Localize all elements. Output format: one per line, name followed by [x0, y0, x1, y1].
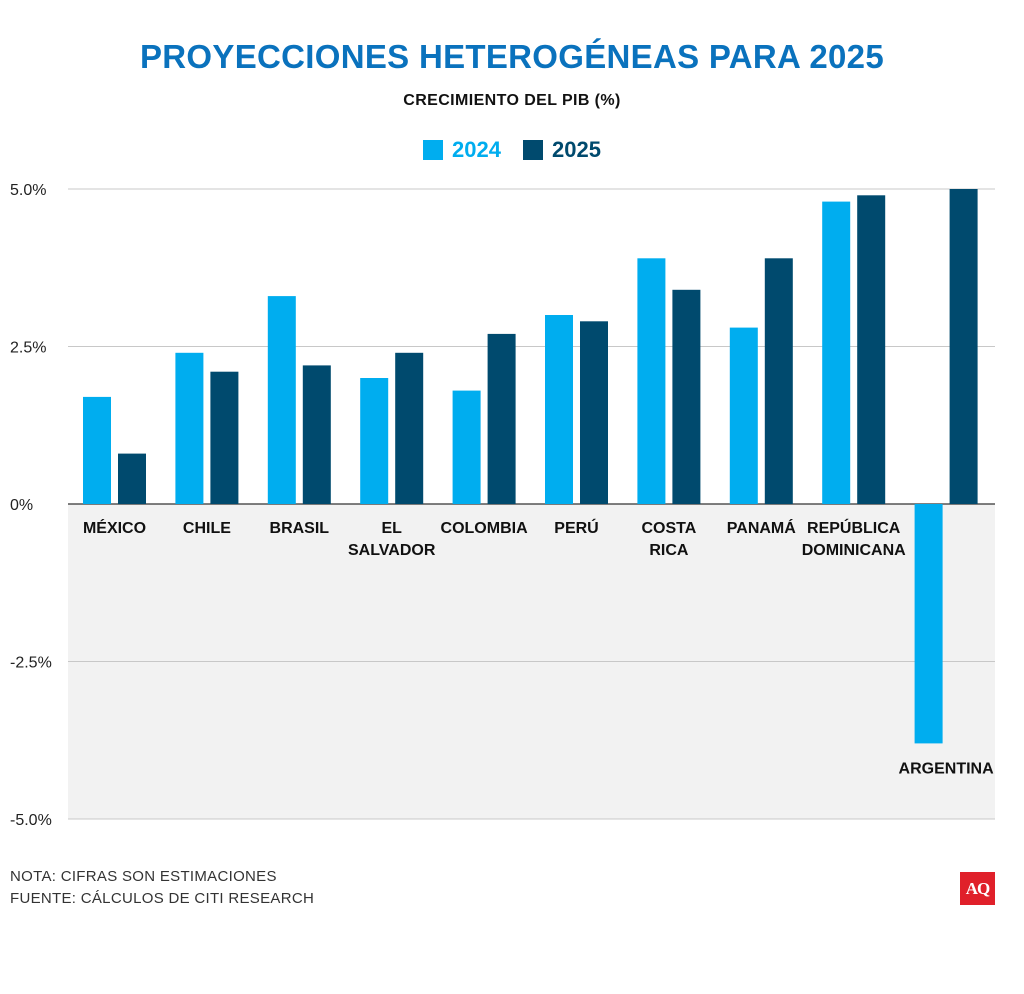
category-label: CHILE — [183, 520, 231, 537]
category-label: BRASIL — [270, 520, 330, 537]
chart-title: PROYECCIONES HETEROGÉNEAS PARA 2025 — [139, 38, 884, 75]
category-label-line: REPÚBLICA — [807, 518, 901, 537]
category-label-line: COSTA — [641, 520, 696, 537]
bar-2025 — [118, 453, 146, 504]
bar-2024 — [545, 315, 573, 504]
bar-2024 — [175, 352, 204, 504]
category-label-line: PERÚ — [554, 518, 598, 537]
bar-2025 — [395, 352, 424, 504]
bar-2025 — [580, 321, 608, 504]
legend-swatch-2025 — [523, 140, 543, 160]
category-label-line: RICA — [649, 542, 689, 559]
category-label: ARGENTINA — [899, 760, 995, 777]
legend-item-2025: 2025 — [523, 137, 601, 163]
category-label-line: EL — [381, 520, 402, 537]
bar-2024 — [637, 258, 666, 504]
bar-2024 — [267, 296, 296, 504]
category-label-line: BRASIL — [270, 520, 330, 537]
y-tick-label: 5.0% — [10, 182, 46, 199]
bar-2024 — [452, 390, 481, 504]
category-label: MÉXICO — [83, 518, 146, 537]
category-label: PERÚ — [554, 518, 598, 537]
y-tick-label: -2.5% — [10, 655, 52, 672]
category-label-line: CHILE — [183, 520, 231, 537]
bar-2024 — [914, 504, 943, 744]
legend-swatch-2024 — [423, 140, 444, 160]
bar-2024 — [360, 378, 389, 504]
bar-2024 — [822, 201, 851, 504]
category-label: REPÚBLICA DOMINICANA — [802, 518, 906, 559]
category-label: PANAMÁ — [727, 518, 796, 537]
bar-2025 — [857, 195, 886, 505]
aq-logo: AQ — [960, 872, 995, 905]
bar-2024 — [83, 396, 111, 504]
source-line: FUENTE: CÁLCULOS DE CITI RESEARCH — [10, 890, 315, 907]
category-label-line: COLOMBIA — [441, 520, 529, 537]
category-label-line: DOMINICANA — [802, 542, 906, 559]
bar-2025 — [487, 333, 516, 504]
y-tick-label: 2.5% — [10, 340, 46, 357]
y-tick-label: 0% — [10, 497, 33, 514]
bar-2025 — [764, 258, 793, 504]
footnote: NOTA: CIFRAS SON ESTIMACIONES FUENTE: CÁ… — [10, 866, 314, 910]
bar-2025 — [210, 371, 239, 504]
y-tick-label: -5.0% — [10, 812, 52, 829]
category-label-line: ARGENTINA — [899, 760, 995, 777]
note-line: NOTA: CIFRAS SON ESTIMACIONES — [10, 868, 277, 885]
category-label: COLOMBIA — [441, 520, 529, 537]
legend-label-2025: 2025 — [552, 137, 601, 162]
legend-item-2024: 2024 — [423, 137, 501, 163]
category-label-line: PANAMÁ — [727, 518, 796, 537]
category-label: COSTA RICA — [641, 520, 696, 559]
bar-2024 — [729, 327, 758, 504]
category-label-line: MÉXICO — [83, 518, 146, 537]
legend: 2024 2025 — [0, 137, 1024, 163]
bar-2025 — [672, 289, 701, 504]
chart-subtitle: CRECIMIENTO DEL PIB (%) — [403, 92, 621, 109]
bar-2025 — [302, 365, 331, 504]
category-label: EL SALVADOR — [348, 520, 436, 559]
legend-label-2024: 2024 — [452, 137, 501, 162]
bar-2025 — [949, 189, 978, 504]
category-label-line: SALVADOR — [348, 542, 436, 559]
